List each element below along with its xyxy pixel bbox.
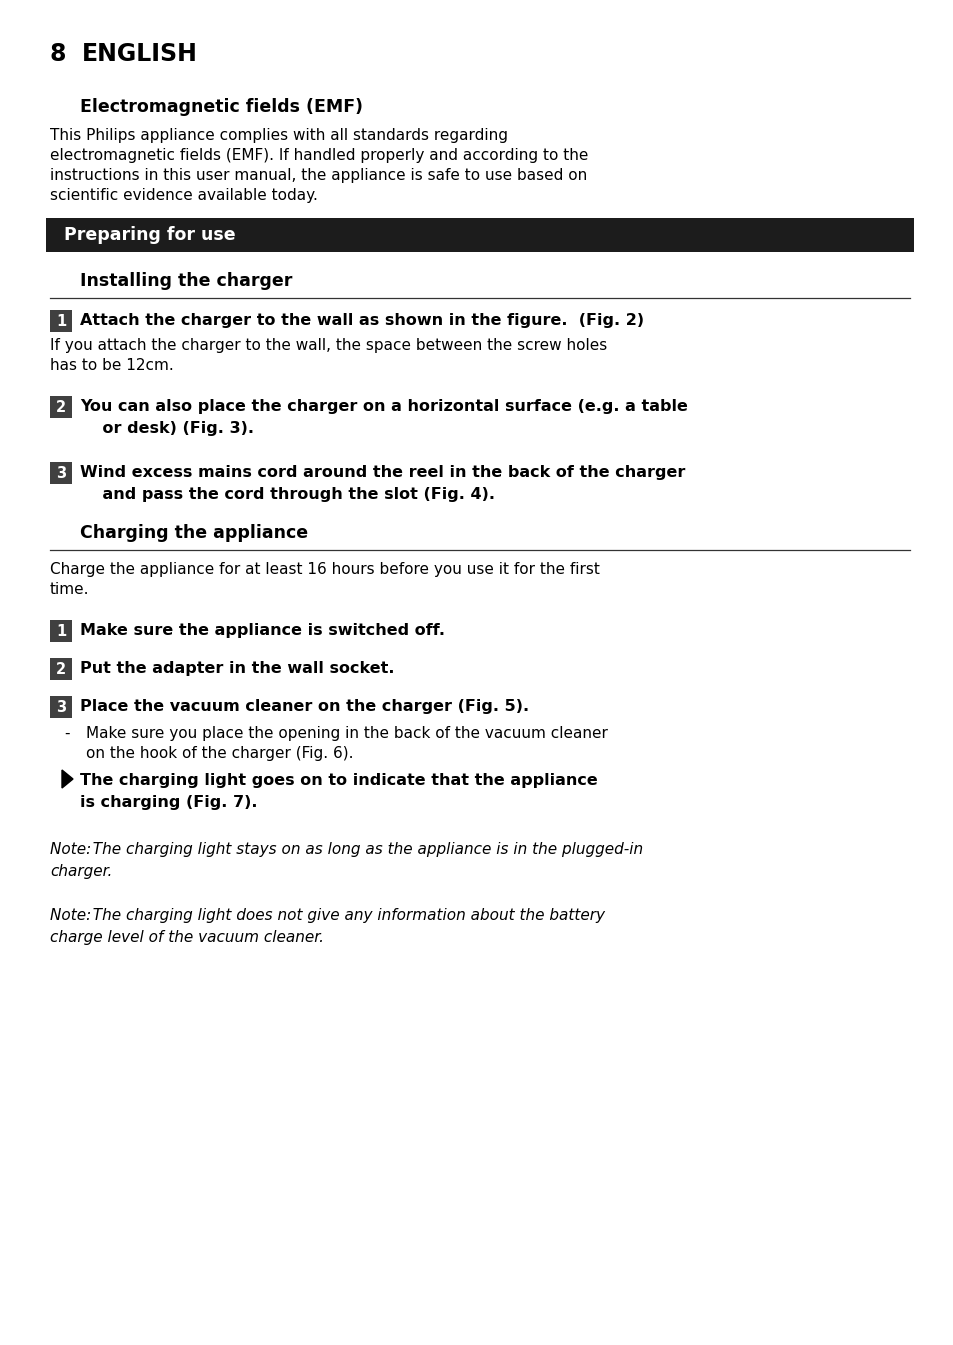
Text: Note: The charging light does not give any information about the battery: Note: The charging light does not give a… (50, 908, 604, 923)
Bar (50, 395, 71, 418)
Text: and pass the cord through the slot (Fig. 4).: and pass the cord through the slot (Fig.… (80, 487, 495, 502)
Bar (50, 461, 71, 484)
Text: is charging (Fig. 7).: is charging (Fig. 7). (80, 795, 257, 810)
Polygon shape (62, 769, 73, 788)
Text: ENGLISH: ENGLISH (82, 42, 197, 66)
Text: If you attach the charger to the wall, the space between the screw holes: If you attach the charger to the wall, t… (50, 338, 607, 352)
Text: Make sure you place the opening in the back of the vacuum cleaner: Make sure you place the opening in the b… (86, 726, 607, 741)
Text: This Philips appliance complies with all standards regarding: This Philips appliance complies with all… (50, 128, 507, 143)
Text: 8: 8 (50, 42, 67, 66)
Bar (46, 218, 913, 252)
Text: time.: time. (50, 582, 90, 597)
Text: Installing the charger: Installing the charger (80, 272, 292, 291)
Text: 3: 3 (56, 465, 66, 480)
Text: has to be 12cm.: has to be 12cm. (50, 358, 173, 373)
Bar (50, 309, 71, 332)
Text: 2: 2 (56, 399, 66, 414)
Text: Preparing for use: Preparing for use (64, 226, 235, 243)
Text: scientific evidence available today.: scientific evidence available today. (50, 188, 317, 203)
Text: Electromagnetic fields (EMF): Electromagnetic fields (EMF) (80, 98, 363, 116)
Text: You can also place the charger on a horizontal surface (e.g. a table: You can also place the charger on a hori… (80, 399, 687, 414)
Text: 1: 1 (56, 624, 66, 639)
Text: Put the adapter in the wall socket.: Put the adapter in the wall socket. (80, 660, 395, 677)
Text: -: - (64, 726, 70, 741)
Text: Place the vacuum cleaner on the charger (Fig. 5).: Place the vacuum cleaner on the charger … (80, 699, 529, 714)
Text: electromagnetic fields (EMF). If handled properly and according to the: electromagnetic fields (EMF). If handled… (50, 148, 588, 163)
Text: 2: 2 (56, 662, 66, 677)
Text: Wind excess mains cord around the reel in the back of the charger: Wind excess mains cord around the reel i… (80, 465, 684, 480)
Text: 1: 1 (56, 313, 66, 328)
Text: charger.: charger. (50, 863, 112, 880)
Text: on the hook of the charger (Fig. 6).: on the hook of the charger (Fig. 6). (86, 746, 354, 761)
Text: or desk) (Fig. 3).: or desk) (Fig. 3). (80, 421, 253, 436)
Bar (50, 658, 71, 681)
Text: Charging the appliance: Charging the appliance (80, 525, 308, 542)
Text: instructions in this user manual, the appliance is safe to use based on: instructions in this user manual, the ap… (50, 168, 587, 183)
Bar (50, 695, 71, 718)
Text: Make sure the appliance is switched off.: Make sure the appliance is switched off. (80, 623, 444, 638)
Text: 3: 3 (56, 699, 66, 714)
Text: charge level of the vacuum cleaner.: charge level of the vacuum cleaner. (50, 929, 324, 946)
Bar (50, 620, 71, 642)
Text: The charging light goes on to indicate that the appliance: The charging light goes on to indicate t… (80, 773, 598, 788)
Text: Charge the appliance for at least 16 hours before you use it for the first: Charge the appliance for at least 16 hou… (50, 562, 599, 577)
Text: Attach the charger to the wall as shown in the figure.  (Fig. 2): Attach the charger to the wall as shown … (80, 313, 643, 328)
Text: Note: The charging light stays on as long as the appliance is in the plugged-in: Note: The charging light stays on as lon… (50, 842, 642, 857)
